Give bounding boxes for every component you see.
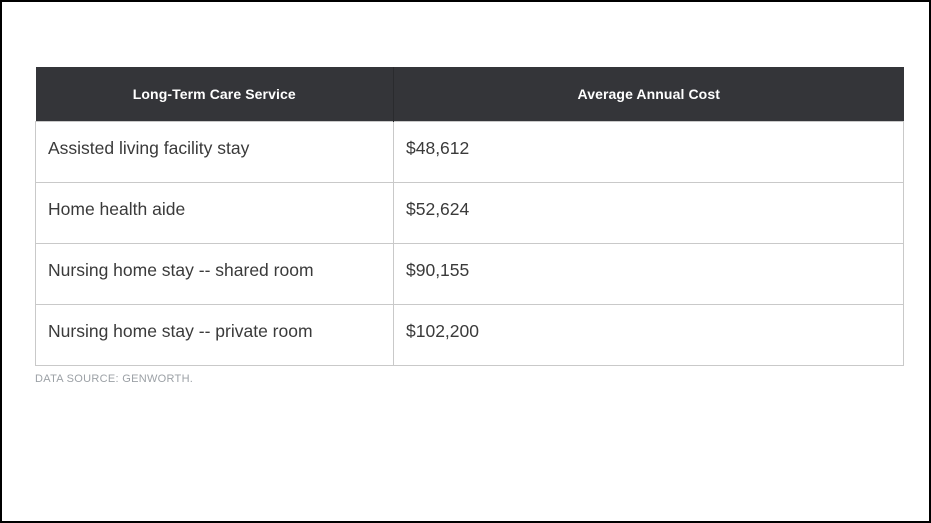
cost-cell: $48,612 <box>393 121 904 183</box>
cost-cell: $90,155 <box>393 243 904 305</box>
table-body: Assisted living facility stay $48,612 Ho… <box>35 121 904 366</box>
table-row: Nursing home stay -- private room $102,2… <box>35 304 904 366</box>
cost-cell: $52,624 <box>393 182 904 244</box>
table-row: Nursing home stay -- shared room $90,155 <box>35 243 904 305</box>
column-header-service: Long-Term Care Service <box>35 67 394 122</box>
column-header-cost: Average Annual Cost <box>393 67 904 122</box>
service-cell: Home health aide <box>35 182 394 244</box>
long-term-care-cost-table: Long-Term Care Service Average Annual Co… <box>35 67 904 366</box>
data-source-note: DATA SOURCE: GENWORTH. <box>35 373 194 385</box>
table-header: Long-Term Care Service Average Annual Co… <box>35 67 904 122</box>
service-cell: Assisted living facility stay <box>35 121 394 183</box>
header-row: Long-Term Care Service Average Annual Co… <box>35 67 904 122</box>
cost-table: Long-Term Care Service Average Annual Co… <box>35 67 904 366</box>
service-cell: Nursing home stay -- shared room <box>35 243 394 305</box>
cost-cell: $102,200 <box>393 304 904 366</box>
table-row: Assisted living facility stay $48,612 <box>35 121 904 183</box>
table-row: Home health aide $52,624 <box>35 182 904 244</box>
service-cell: Nursing home stay -- private room <box>35 304 394 366</box>
